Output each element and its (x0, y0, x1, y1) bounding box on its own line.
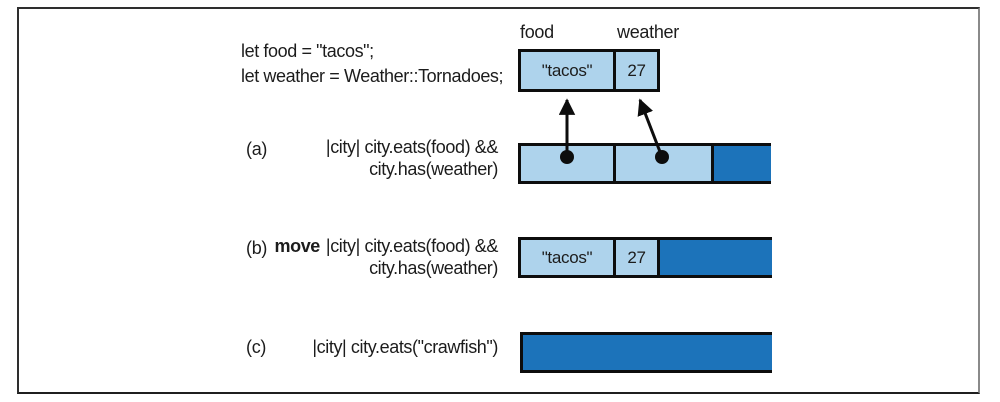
row-b-code-line-2: city.has(weather) (369, 258, 498, 278)
row-b-closure-code: move |city| city.eats(food) && city.has(w… (275, 235, 499, 279)
row-a-code-line-2: city.has(weather) (369, 159, 498, 179)
food-value-cell: "tacos" (521, 52, 616, 89)
row-c-code-line-1: |city| city.eats("crawfish") (312, 337, 498, 357)
closure-a-bar (518, 143, 771, 184)
row-a-closure-code: |city| city.eats(food) && city.has(weath… (326, 136, 498, 180)
variables-box: "tacos" 27 (518, 49, 660, 92)
weather-variable-label: weather (617, 22, 679, 42)
row-b-code-line-1-rest: |city| city.eats(food) && (325, 236, 498, 256)
closure-a-food-ref-slot (521, 146, 616, 181)
weather-value-cell: 27 (616, 52, 657, 89)
closure-a-weather-ref-slot (616, 146, 714, 181)
setup-code-line-1: let food = "tacos"; (241, 41, 374, 61)
figure-frame (17, 7, 980, 394)
closure-c-rest-slot (523, 335, 772, 370)
closure-b-weather-value-cell: 27 (616, 240, 660, 275)
row-a-label: (a) (246, 139, 268, 159)
setup-code-line-2: let weather = Weather::Tornadoes; (241, 66, 504, 86)
food-variable-label: food (520, 22, 554, 42)
closure-b-food-value-cell: "tacos" (521, 240, 616, 275)
closure-c-bar (520, 332, 772, 373)
closure-b-bar: "tacos" 27 (518, 237, 772, 278)
row-c-closure-code: |city| city.eats("crawfish") (312, 336, 498, 358)
row-b-label: (b) (246, 238, 268, 258)
move-keyword: move (274, 236, 321, 256)
setup-code: let food = "tacos"; let weather = Weathe… (241, 39, 504, 89)
row-c-label: (c) (246, 337, 267, 357)
closure-b-rest-slot (660, 240, 772, 275)
row-b-code-line-1: move |city| city.eats(food) && (275, 235, 499, 257)
closure-a-rest-slot (714, 146, 771, 181)
row-a-code-line-1: |city| city.eats(food) && (325, 137, 498, 157)
